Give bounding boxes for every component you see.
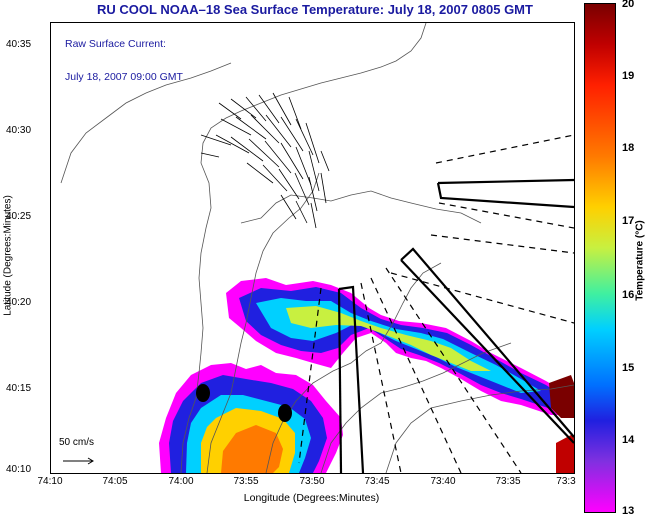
raw-current-time: July 18, 2007 09:00 GMT (65, 71, 183, 83)
study-area-outlines (337, 178, 574, 473)
y-tick-label: 40:35 (6, 39, 32, 50)
map-title: RU COOL NOAA–18 Sea Surface Temperature:… (97, 2, 533, 17)
y-tick-label: 40:30 (6, 125, 32, 136)
raw-current-label: Raw Surface Current: (65, 38, 166, 50)
scale-label: 50 cm/s (59, 437, 95, 448)
colorbar-tick: 19 (622, 70, 635, 82)
colorbar-tick: 15 (622, 362, 635, 374)
station-marker (196, 384, 210, 402)
y-tick-label: 40:25 (6, 211, 32, 222)
sst-map[interactable]: Raw Surface Current: July 18, 2007 09:00… (50, 22, 575, 474)
colorbar-tick: 17 (622, 215, 635, 227)
colorbar-tick: 16 (622, 289, 635, 301)
map-canvas (60, 23, 574, 473)
x-tick-label: 73:50 (299, 476, 325, 487)
surface-current-vectors (200, 92, 330, 229)
x-tick-label: 74:00 (168, 476, 194, 487)
temperature-colorbar (584, 3, 616, 513)
colorbar-tick: 18 (622, 142, 635, 154)
x-tick-label: 73:3 (556, 476, 576, 487)
y-tick-label: 40:20 (6, 297, 32, 308)
colorbar-tick: 20 (622, 0, 635, 10)
x-tick-label: 73:35 (495, 476, 521, 487)
scale-arrow (63, 457, 94, 465)
station-marker (278, 404, 292, 422)
x-axis-label: Longitude (Degrees:Minutes) (243, 492, 380, 504)
x-tick-label: 73:55 (233, 476, 259, 487)
y-tick-label: 40:15 (6, 383, 32, 394)
colorbar-tick: 14 (622, 434, 635, 446)
y-tick-label: 40:10 (6, 464, 32, 475)
x-tick-label: 74:05 (102, 476, 128, 487)
x-tick-label: 74:10 (37, 476, 63, 487)
x-tick-label: 73:45 (364, 476, 390, 487)
colorbar-tick: 13 (622, 505, 635, 517)
colorbar-label: Temperature (°C) (634, 220, 646, 301)
radar-range-lines (298, 134, 574, 473)
x-tick-label: 73:40 (430, 476, 456, 487)
